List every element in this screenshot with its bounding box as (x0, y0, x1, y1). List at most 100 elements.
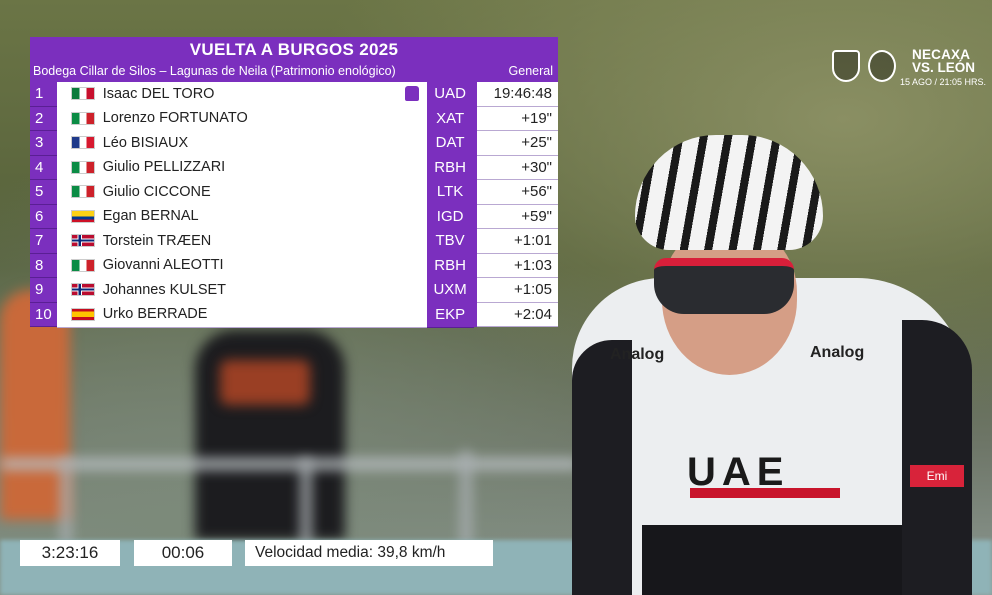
country-flag-icon (70, 209, 95, 223)
jersey-panel-right (902, 320, 972, 595)
rider-helmet (635, 135, 823, 250)
race-title: VUELTA A BURGOS 2025 (189, 40, 399, 59)
cell-divider (473, 180, 477, 205)
promo-schedule: 15 AGO / 21:05 HRS. (900, 77, 987, 87)
rider-name: Lorenzo FORTUNATO (102, 110, 248, 127)
jersey-panel-left (572, 340, 632, 595)
rider-position: 7 (30, 229, 57, 254)
standings-row: 8 Giovanni ALEOTTI RBH +1:03 (30, 253, 558, 279)
rider-time: +30" (476, 155, 558, 180)
country-flag-icon (70, 111, 95, 125)
rider-position: 4 (30, 155, 57, 180)
cell-divider (473, 302, 477, 327)
cell-divider (473, 106, 477, 131)
sponsor-logo-analog: Analog (810, 344, 865, 361)
cell-divider (473, 253, 477, 278)
team-code: TBV (426, 228, 474, 254)
rider-name: Urko BERRADE (102, 306, 208, 323)
rider-time: +56" (476, 180, 558, 205)
average-speed: Velocidad media: 39,8 km/h (245, 540, 493, 566)
rider-position: 5 (30, 180, 57, 205)
standings-row: 9 Johannes KULSET UXM +1:05 (30, 277, 558, 303)
rider-time: +1:03 (476, 253, 558, 278)
rider-name: Giulio PELLIZZARI (102, 159, 226, 176)
rider-position: 2 (30, 106, 57, 131)
spectator-shirt (220, 360, 310, 405)
cell-divider (473, 229, 477, 254)
rider-name-cell: Giulio PELLIZZARI (56, 155, 427, 181)
rider-time: +2:04 (476, 302, 558, 327)
rider-position: 6 (30, 204, 57, 229)
team-code: RBH (426, 155, 474, 181)
standings-row: 5 Giulio CICCONE LTK +56" (30, 179, 558, 205)
rider-name-cell: Lorenzo FORTUNATO (56, 106, 427, 132)
rider-position: 1 (30, 82, 57, 107)
rider-position: 3 (30, 131, 57, 156)
gap-time: 00:06 (134, 540, 232, 566)
rider-time: +59" (476, 204, 558, 229)
rider-name: Isaac DEL TORO (102, 85, 215, 102)
rider-name: Egan BERNAL (102, 208, 199, 225)
rider-name-cell: Johannes KULSET (56, 277, 427, 303)
stage-name: Bodega Cillar de Silos – Lagunas de Neil… (33, 64, 396, 78)
country-flag-icon (70, 258, 95, 272)
sponsor-band (690, 488, 840, 498)
rider-position: 8 (30, 253, 57, 278)
cyclist: UAE Analog Analog Emi (572, 130, 972, 595)
country-flag-icon (70, 234, 95, 248)
rider-name-cell: Giovanni ALEOTTI (56, 253, 427, 279)
country-flag-icon (70, 87, 95, 101)
team-code: RBH (426, 253, 474, 279)
barrier-post (300, 458, 312, 548)
leader-jersey-icon (404, 85, 419, 101)
country-flag-icon (70, 307, 95, 321)
rider-name-cell: Torstein TRÆEN (56, 228, 427, 254)
necaxa-crest-icon (832, 50, 860, 82)
standings-row: 6 Egan BERNAL IGD +59" (30, 204, 558, 230)
rider-shorts (642, 525, 902, 595)
leon-crest-icon (868, 50, 896, 82)
barrier-post (460, 450, 472, 550)
cell-divider (473, 131, 477, 156)
cell-divider (473, 82, 477, 107)
standings-row: 2 Lorenzo FORTUNATO XAT +19" (30, 106, 558, 132)
standings-row: 10 Urko BERRADE EKP +2:04 (30, 302, 558, 328)
standings-row: 1 Isaac DEL TORO UAD 19:46:48 (30, 81, 558, 107)
team-code: IGD (426, 204, 474, 230)
rider-name-cell: Léo BISIAUX (56, 130, 427, 156)
team-code: DAT (426, 130, 474, 156)
standings-row: 7 Torstein TRÆEN TBV +1:01 (30, 228, 558, 254)
rider-time: +25" (476, 131, 558, 156)
rider-name-cell: Isaac DEL TORO (56, 81, 427, 107)
standings-row: 4 Giulio PELLIZZARI RBH +30" (30, 155, 558, 181)
standings-row: 3 Léo BISIAUX DAT +25" (30, 130, 558, 156)
sponsor-logo-side: Emi (910, 465, 964, 487)
country-flag-icon (70, 160, 95, 174)
team-code: EKP (426, 302, 474, 328)
rider-time: +19" (476, 106, 558, 131)
barrier-post (60, 458, 72, 548)
rider-time: +1:05 (476, 278, 558, 303)
rider-name-cell: Urko BERRADE (56, 302, 427, 328)
classification-label: General (508, 64, 553, 78)
promo-team-2: VS. LEÓN (912, 60, 976, 75)
country-flag-icon (70, 185, 95, 199)
rider-position: 9 (30, 278, 57, 303)
standings-panel: VUELTA A BURGOS 2025 Bodega Cillar de Si… (30, 37, 558, 328)
spectator-orange (0, 290, 70, 520)
team-code: LTK (426, 179, 474, 205)
rider-name-cell: Egan BERNAL (56, 204, 427, 230)
team-code: UXM (426, 277, 474, 303)
standings-rows: 1 Isaac DEL TORO UAD 19:46:48 2 Lorenzo FORTU… (30, 81, 558, 328)
rider-name: Léo BISIAUX (102, 134, 189, 151)
rider-name-cell: Giulio CICCONE (56, 179, 427, 205)
rider-time: +1:01 (476, 229, 558, 254)
sponsor-logo-analog: Analog (610, 346, 665, 363)
broadcast-promo: NECAXA VS. LEÓN 15 AGO / 21:05 HRS. (828, 46, 992, 91)
promo-team-1: NECAXA (912, 47, 971, 62)
rider-name: Johannes KULSET (102, 281, 227, 298)
team-code: UAD (426, 81, 474, 107)
rider-name: Giovanni ALEOTTI (102, 257, 224, 274)
cell-divider (473, 278, 477, 303)
elapsed-time: 3:23:16 (20, 540, 120, 566)
